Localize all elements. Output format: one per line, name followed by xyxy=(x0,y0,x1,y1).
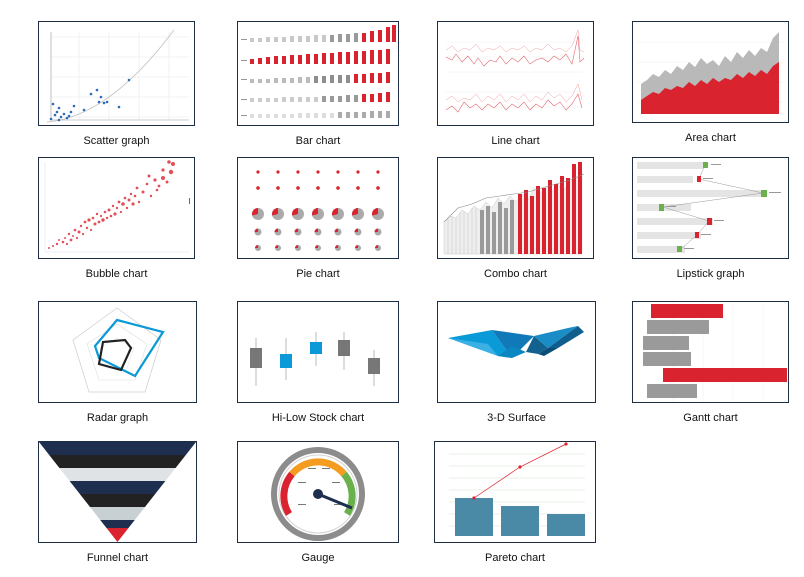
item-label[interactable]: Combo chart xyxy=(484,268,547,280)
gauge-icon xyxy=(271,447,365,541)
scatter-graph-icon xyxy=(46,29,189,123)
bubble-chart-icon xyxy=(44,160,190,253)
funnel-chart-icon xyxy=(39,442,196,542)
gallery-item-hilow[interactable]: Hi-Low Stock chart xyxy=(237,301,399,425)
gallery-item-lipstick[interactable]: Lipstick graph xyxy=(632,157,789,281)
gallery-item-funnel[interactable]: Funnel chart xyxy=(38,441,197,565)
gallery-item-scatter[interactable]: Scatter graph xyxy=(38,21,195,147)
gallery-item-surface[interactable]: 3-D Surface xyxy=(437,301,596,425)
lipstick-graph-icon xyxy=(637,162,781,253)
item-label[interactable]: Gantt chart xyxy=(683,412,738,424)
gallery-item-radar[interactable]: Radar graph xyxy=(38,301,197,425)
scatter-thumbnail[interactable] xyxy=(38,21,195,126)
item-label[interactable]: Lipstick graph xyxy=(676,268,745,280)
hi-low-stock-chart-icon xyxy=(250,332,380,386)
pie-thumbnail[interactable] xyxy=(237,157,399,259)
lipstick-thumbnail[interactable] xyxy=(632,157,789,259)
gallery-item-line[interactable]: Line chart xyxy=(437,21,594,147)
pareto-thumbnail[interactable] xyxy=(434,441,596,543)
gallery-item-bubble[interactable]: Bubble chart xyxy=(38,157,195,281)
bar-thumbnail[interactable] xyxy=(237,21,399,126)
gallery-item-gantt[interactable]: Gantt chart xyxy=(632,301,789,425)
radar-graph-icon xyxy=(72,307,165,393)
3d-surface-icon xyxy=(448,326,584,358)
gantt-thumbnail[interactable] xyxy=(632,301,789,403)
item-label[interactable]: Pareto chart xyxy=(485,552,545,564)
area-thumbnail[interactable] xyxy=(632,21,789,123)
line-chart-icon xyxy=(445,29,585,113)
gallery-item-area[interactable]: Area chart xyxy=(632,21,789,146)
item-label[interactable]: Area chart xyxy=(685,132,736,144)
item-label[interactable]: Bar chart xyxy=(295,135,341,147)
item-label[interactable]: Gauge xyxy=(301,552,335,564)
combo-thumbnail[interactable] xyxy=(437,157,594,259)
radar-thumbnail[interactable] xyxy=(38,301,197,403)
item-label[interactable]: Radar graph xyxy=(86,412,149,424)
item-label[interactable]: 3-D Surface xyxy=(487,412,546,424)
pareto-chart-icon xyxy=(449,442,585,536)
area-chart-icon xyxy=(637,32,783,114)
bar-chart-icon xyxy=(241,25,396,118)
combo-chart-icon xyxy=(443,162,585,255)
surface-thumbnail[interactable] xyxy=(437,301,596,403)
item-label[interactable]: Bubble chart xyxy=(85,268,148,280)
gallery-item-pareto[interactable]: Pareto chart xyxy=(434,441,596,565)
gauge-thumbnail[interactable] xyxy=(237,441,399,543)
item-label[interactable]: Pie chart xyxy=(296,268,340,280)
gallery-item-pie[interactable]: Pie chart xyxy=(237,157,399,281)
hilow-thumbnail[interactable] xyxy=(237,301,399,403)
item-label[interactable]: Funnel chart xyxy=(86,552,149,564)
gallery-item-combo[interactable]: Combo chart xyxy=(437,157,594,281)
gantt-chart-icon xyxy=(643,302,787,402)
gallery-item-bar[interactable]: Bar chart xyxy=(237,21,399,147)
item-label[interactable]: Scatter graph xyxy=(83,135,150,147)
bubble-thumbnail[interactable] xyxy=(38,157,195,259)
line-thumbnail[interactable] xyxy=(437,21,594,126)
item-label[interactable]: Line chart xyxy=(491,135,540,147)
pie-chart-icon xyxy=(252,170,384,251)
gallery-item-gauge[interactable]: Gauge xyxy=(237,441,399,565)
item-label[interactable]: Hi-Low Stock chart xyxy=(271,412,365,424)
funnel-thumbnail[interactable] xyxy=(38,441,197,543)
